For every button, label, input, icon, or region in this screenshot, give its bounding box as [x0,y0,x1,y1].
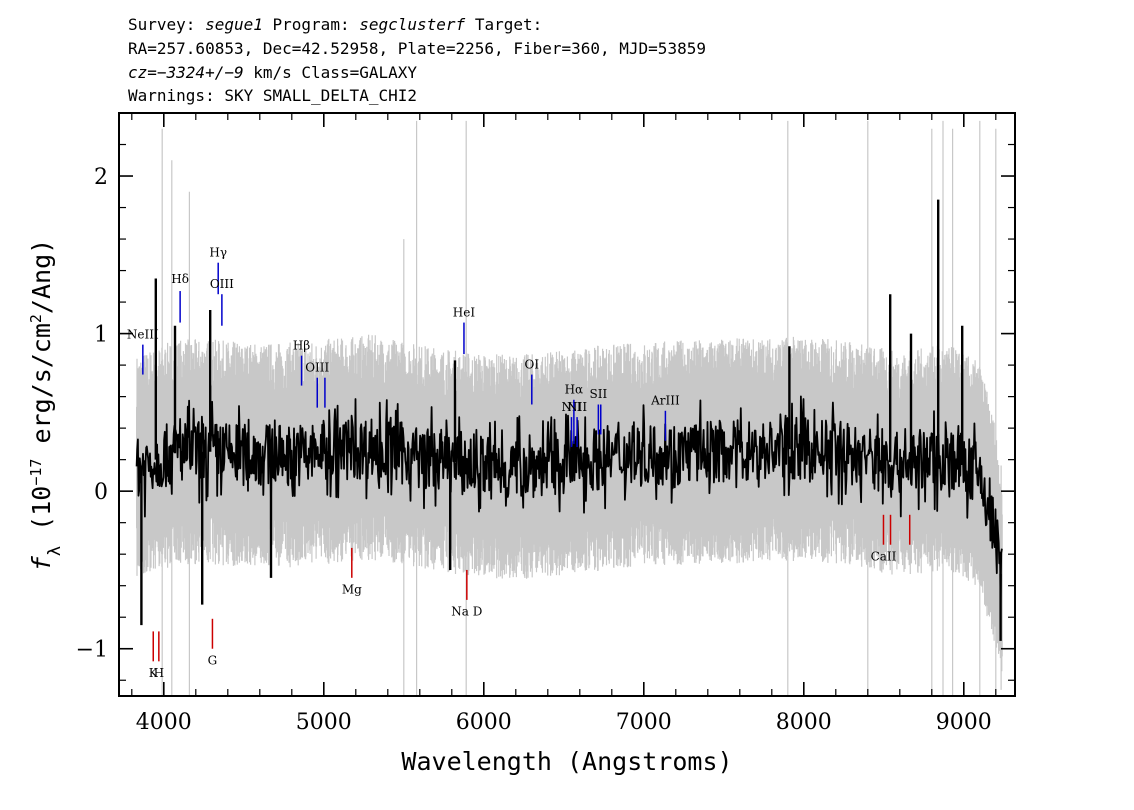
emission-line-label: NeIII [127,327,159,341]
y-tick-label: −1 [76,638,108,663]
x-tick-label: 5000 [296,710,352,735]
absorption-line-label: K [149,666,159,680]
absorption-line-label: G [208,653,218,667]
header: Survey: segue1 Program: segclusterf Targ… [128,15,706,105]
x-tick-label: 7000 [616,710,672,735]
y-axis-title: fλ (10−17 erg/s/cm2/Ang) [27,239,65,571]
x-tick-label: 9000 [936,710,992,735]
emission-line-label: OIII [210,277,234,291]
header-line-3: cz=−3324+/−9 km/s Class=GALAXY [128,63,417,82]
emission-line-label: OI [525,357,540,371]
x-tick-label: 6000 [456,710,512,735]
absorption-line-label: Na D [451,605,482,619]
y-tick-label: 0 [94,480,108,505]
absorption-line-label: H [154,666,164,680]
emission-line-label: NII [567,400,587,414]
emission-line-label: Hα [565,382,584,396]
flux-line [135,395,1003,605]
x-axis-title: Wavelength (Angstroms) [401,747,732,776]
y-tick-label: 1 [94,323,108,348]
emission-line-label: SII [590,387,608,401]
emission-line-label: Hδ [171,272,189,286]
plot-frame [118,112,1016,697]
header-line-2: RA=257.60853, Dec=42.52958, Plate=2256, … [128,39,706,58]
emission-line-label: HeI [453,305,476,319]
header-line-4: Warnings: SKY SMALL_DELTA_CHI2 [128,86,417,105]
emission-line-label: ArIII [650,394,680,408]
emission-line-label: Hγ [209,245,227,259]
emission-line-label: Hβ [293,338,310,352]
y-tick-label: 2 [94,165,108,190]
header-line-1: Survey: segue1 Program: segclusterf Targ… [128,15,542,34]
emission-line-label: OIII [305,360,329,374]
x-tick-label: 8000 [776,710,832,735]
x-tick-label: 4000 [136,710,192,735]
emission-line-label: NII [561,400,581,414]
absorption-line-label: CaII [871,549,897,563]
absorption-line-label: Mg [342,583,362,597]
